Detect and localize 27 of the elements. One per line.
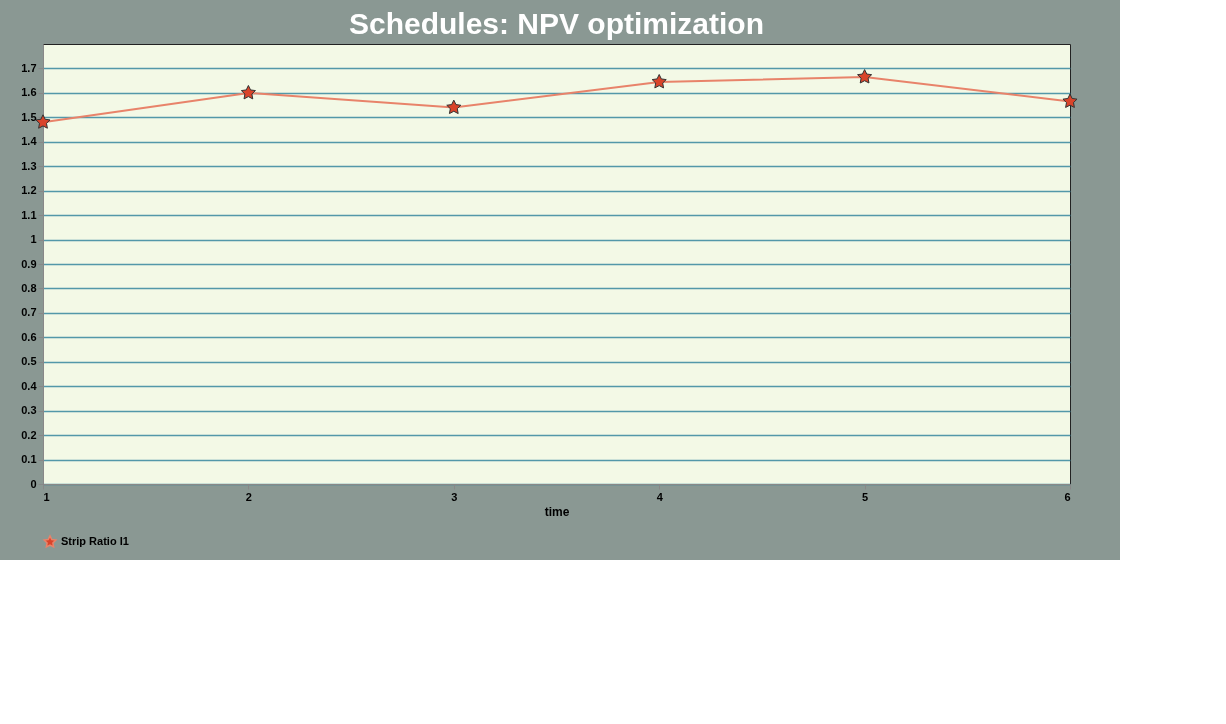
x-tick-label: 3 [451, 490, 458, 503]
x-axis-title: time [544, 504, 570, 519]
y-tick-label: 1 [30, 233, 37, 246]
y-tick-label: 1.7 [21, 61, 37, 74]
y-tick-label: 1.5 [21, 110, 37, 123]
x-tick-label: 4 [656, 490, 664, 503]
y-tick-label: 0.8 [21, 281, 37, 294]
y-tick-label: 0.9 [21, 257, 37, 270]
y-tick-label: 1.2 [21, 184, 37, 197]
y-tick-label: 0.7 [21, 306, 37, 319]
y-tick-label: 0.3 [21, 404, 37, 417]
y-tick-label: 0.4 [21, 379, 38, 392]
y-tick-label: 0.1 [21, 453, 37, 466]
x-tick-label: 6 [1064, 490, 1071, 503]
y-tick-label: 0.6 [21, 330, 37, 343]
chart-title: Schedules: NPV optimization [348, 7, 765, 40]
x-tick-label: 5 [862, 490, 869, 503]
y-tick-label: 1.1 [21, 208, 37, 221]
y-tick-label: 0 [30, 477, 37, 490]
y-tick-label: 0.2 [21, 428, 37, 441]
x-tick-label: 2 [245, 490, 252, 503]
legend-label: Strip Ratio I1 [61, 535, 129, 547]
y-tick-label: 1.4 [21, 135, 38, 148]
y-tick-label: 1.6 [21, 86, 37, 99]
x-tick-label: 1 [43, 490, 50, 503]
y-tick-label: 0.5 [21, 355, 37, 368]
y-tick-label: 1.3 [21, 159, 37, 172]
